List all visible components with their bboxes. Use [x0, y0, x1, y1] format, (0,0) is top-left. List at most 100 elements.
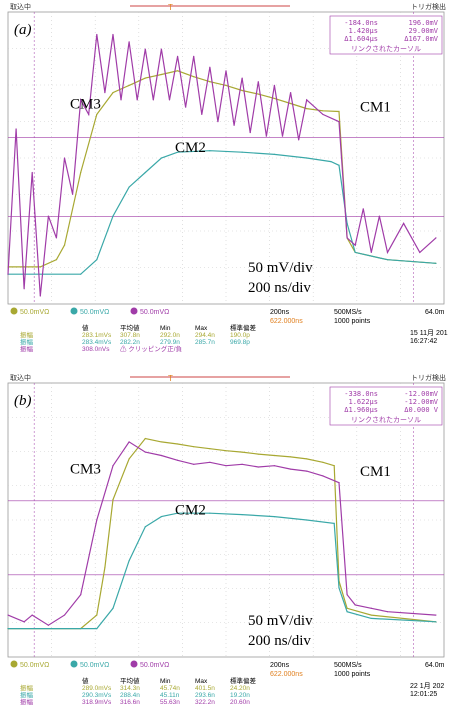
timestamp-time: 16:27:42 — [410, 338, 437, 345]
measure-cell: ⚠ クリッピング正/負 — [120, 344, 183, 352]
measure-cell: 289.0mVs — [82, 685, 112, 692]
channel-3-scale: 50.0mVΩ — [140, 309, 169, 316]
series-cm3-point — [257, 81, 259, 83]
series-cm2-point — [128, 560, 130, 562]
series-cm3-point — [378, 215, 381, 217]
measure-header: 値 — [82, 323, 89, 332]
series-cm3-point — [144, 451, 146, 453]
series-cm1-point — [193, 446, 195, 448]
series-cm1-point — [370, 614, 372, 616]
measure-cell: 308.0nVs — [82, 346, 110, 352]
time-per-div: 200 ns/div — [248, 633, 311, 649]
series-cm3-point — [63, 614, 66, 616]
series-cm3-point — [185, 106, 187, 108]
scope-screen-a: 取込中 トリガ検出 T (a) CM3 CM1 CM2 50 mV/div 200 ns/div… — [0, 0, 452, 352]
series-cm2-point — [346, 222, 348, 224]
series-cm1-point — [225, 450, 227, 452]
channel-1-scale: 50.0mVΩ — [20, 662, 49, 669]
channel-1-scale: 50.0mVΩ — [20, 309, 49, 316]
series-cm2-point — [306, 157, 308, 159]
series-cm2-point — [209, 512, 211, 514]
series-cm3-point — [225, 465, 227, 467]
series-cm2-point — [96, 628, 98, 630]
measure-cell: 振幅 — [20, 690, 34, 699]
series-cm3-point — [241, 463, 243, 465]
measure-cell: 285.7n — [195, 339, 215, 346]
series-cm1-point — [241, 89, 243, 92]
series-cm1-point — [128, 84, 130, 86]
series-cm3-point — [15, 128, 17, 130]
timebase: 200ns — [270, 662, 290, 669]
series-cm1-point — [322, 110, 324, 112]
series-cm1-point — [128, 458, 130, 460]
series-cm2-point — [176, 512, 179, 514]
series-cm3-point — [176, 55, 179, 57]
trigger-level: 64.0m — [425, 309, 445, 316]
series-label-cm2: CM2 — [175, 503, 206, 519]
series-cm1-point — [209, 448, 211, 450]
series-cm3-point — [346, 594, 348, 596]
measure-header: 標準偏差 — [230, 676, 257, 685]
measure-cell: 322.2n — [195, 699, 215, 705]
series-cm3-point — [241, 77, 243, 79]
series-cm3-point — [80, 99, 82, 101]
measure-cell: 969.8p — [230, 339, 250, 346]
series-cm1-point — [144, 437, 146, 440]
series-cm3-point — [128, 441, 130, 443]
cursor-value-t2: 1.420µs — [348, 27, 378, 35]
series-cm3-point — [209, 461, 211, 463]
cursor-value-v2: 29.00mV — [408, 27, 438, 35]
record-points: 1000 points — [334, 671, 371, 678]
series-cm1-point — [112, 92, 114, 94]
cursor-value-v1: 196.0mV — [408, 19, 438, 27]
measure-header: 標準偏差 — [230, 323, 257, 332]
measure-cell: 55.63n — [160, 699, 180, 705]
series-cm3-point — [233, 124, 235, 126]
time-per-div: 200 ns/div — [248, 280, 311, 296]
series-cm1-point — [160, 441, 163, 443]
series-cm2-point — [160, 157, 163, 159]
series-cm2-point — [346, 611, 348, 613]
series-cm1-point — [333, 465, 335, 467]
series-cm1-point — [338, 110, 340, 113]
series-cm3-point — [160, 48, 163, 50]
trigger-status: トリガ検出 — [411, 2, 446, 11]
series-cm3-point — [346, 237, 348, 239]
series-cm2-line — [8, 150, 436, 275]
series-cm3-point — [144, 48, 146, 50]
series-label-cm1: CM1 — [360, 464, 391, 480]
series-label-cm3: CM3 — [70, 96, 101, 112]
series-cm3-point — [104, 92, 106, 94]
series-cm3-point — [193, 55, 195, 57]
timestamp-time: 12:01:25 — [410, 691, 437, 698]
trigger-marker: T — [168, 374, 173, 383]
series-cm2-point — [128, 186, 130, 188]
series-cm3-point — [370, 251, 372, 254]
series-cm3-point — [322, 113, 324, 116]
series-cm2-point — [435, 621, 437, 623]
measure-header: 平均値 — [120, 323, 140, 332]
measure-cell: 307.8n — [120, 332, 140, 339]
series-cm1-point — [273, 454, 276, 457]
measure-cell: 314.3n — [120, 685, 140, 692]
series-cm2-point — [144, 526, 146, 528]
measure-cell: 19.20n — [230, 692, 250, 699]
cursor-value-v3: Δ0.000 V — [404, 406, 439, 414]
channel-2-icon — [70, 660, 78, 668]
series-cm1-point — [306, 458, 308, 460]
series-cm2-point — [330, 161, 332, 163]
measure-cell: 316.6n — [120, 699, 140, 705]
series-cm1-point — [306, 108, 308, 110]
series-cm3-point — [7, 614, 9, 616]
series-cm2-point — [176, 151, 179, 153]
series-cm3-point — [80, 594, 82, 596]
measure-header: 平均値 — [120, 676, 140, 685]
timestamp-date: 15 11月 201 — [410, 329, 448, 337]
series-cm2-point — [273, 153, 276, 155]
series-cm2-point — [273, 516, 276, 518]
series-cm1-point — [273, 97, 276, 100]
series-cm2-point — [354, 251, 356, 254]
series-cm3-point — [289, 92, 292, 94]
channel-1-icon — [10, 660, 18, 668]
series-cm1-point — [241, 451, 243, 453]
